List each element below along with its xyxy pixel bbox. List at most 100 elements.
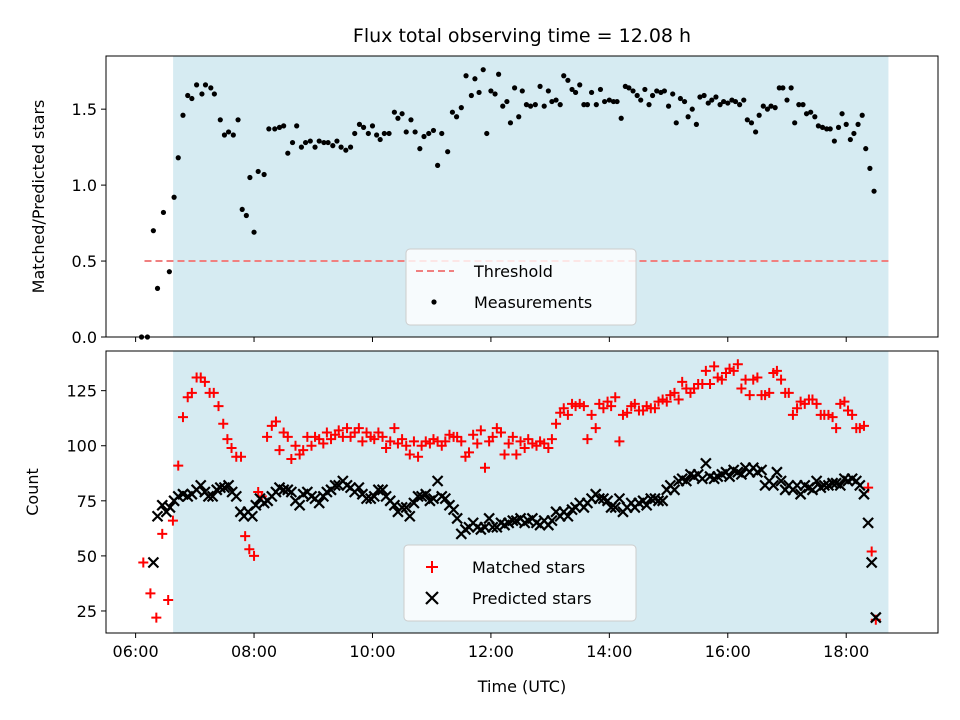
matched-stars-point: [858, 420, 869, 431]
measurement-point: [634, 92, 640, 99]
measurement-point: [776, 85, 782, 91]
matched-stars-point: [744, 390, 755, 401]
matched-stars-point: [669, 387, 680, 398]
measurement-point: [255, 168, 261, 175]
measurement-point: [541, 103, 547, 109]
matched-stars-point: [606, 401, 617, 412]
matched-stars-point: [218, 418, 229, 429]
measurement-point: [399, 111, 405, 117]
measurement-point: [504, 98, 510, 105]
predicted-stars-point: [419, 488, 432, 500]
measurement-point: [784, 97, 790, 103]
matched-stars-point: [404, 449, 415, 460]
top-panel-ratio: 0.0 0.5 1.0 1.5 Matched/Predicted stars Thres…: [29, 55, 939, 347]
top-ytick-label: 0.0: [72, 328, 97, 347]
measurement-point: [369, 123, 376, 129]
matched-stars-point: [673, 394, 684, 405]
measurement-point: [307, 138, 313, 144]
predicted-stars-point: [700, 457, 712, 470]
matched-stars-point: [736, 383, 747, 394]
matched-stars-point: [847, 409, 858, 420]
measurement-point: [500, 103, 506, 109]
predicted-stars-point: [858, 488, 870, 500]
matched-stars-point: [649, 403, 660, 414]
bottom-series-1: [147, 457, 882, 624]
measurement-point: [449, 109, 456, 115]
matched-stars-point: [562, 409, 573, 420]
measurement-point: [721, 98, 727, 105]
bottom-legend-label: Matched stars: [472, 558, 585, 577]
matched-stars-point: [333, 425, 344, 436]
matched-stars-point: [353, 423, 364, 434]
measurement-point: [827, 126, 833, 132]
predicted-stars-point: [451, 512, 463, 525]
predicted-stars-point: [605, 501, 617, 514]
matched-stars-point: [827, 412, 838, 423]
predicted-stars-point: [723, 470, 736, 483]
top-ytick-label: 1.0: [72, 176, 97, 195]
predicted-stars-point: [656, 495, 669, 507]
measurement-point: [638, 97, 644, 103]
matched-stars-point: [709, 361, 720, 372]
predicted-stars-point: [431, 475, 444, 487]
matched-stars-point: [629, 398, 640, 409]
measurement-point: [597, 86, 604, 93]
measurement-point: [851, 130, 857, 137]
predicted-stars-point: [230, 490, 243, 503]
predicted-stars-point: [870, 611, 882, 624]
measurement-point: [768, 103, 774, 109]
measurement-point: [312, 144, 318, 150]
measurement-point: [484, 130, 490, 137]
measurement-point: [294, 123, 300, 129]
predicted-stars-point: [609, 501, 622, 514]
measurement-point: [803, 111, 810, 117]
matched-stars-point: [598, 403, 609, 414]
measurement-point: [221, 132, 228, 138]
measurement-point: [488, 88, 494, 94]
matched-stars-point: [515, 436, 526, 447]
measurement-point: [356, 121, 363, 127]
matched-stars-point: [499, 449, 510, 460]
matched-stars-point: [783, 387, 794, 398]
matched-stars-point: [163, 594, 174, 605]
measurement-point: [815, 123, 821, 129]
matched-stars-point: [764, 387, 775, 398]
bottom-xlabel: Time (UTC): [477, 677, 566, 696]
predicted-stars-point: [680, 475, 693, 487]
matched-stars-point: [145, 588, 156, 599]
measurement-point: [593, 102, 599, 108]
measurement-point: [737, 102, 743, 108]
measurement-point: [681, 98, 688, 105]
measurement-point: [732, 98, 739, 105]
bottom-ytick-label: 25: [77, 602, 97, 621]
matched-stars-point: [173, 460, 184, 471]
measurement-point: [166, 269, 172, 275]
measurement-point: [569, 86, 575, 93]
predicted-stars-point: [376, 484, 389, 496]
predicted-stars-point: [368, 490, 381, 503]
matched-stars-point: [270, 416, 281, 427]
matched-stars-point: [157, 528, 168, 539]
matched-stars-point: [543, 442, 554, 453]
measurement-point: [445, 149, 451, 155]
measurement-point: [395, 115, 401, 121]
predicted-stars-point: [214, 481, 227, 494]
measurement-point: [391, 109, 397, 115]
measurement-point: [572, 89, 579, 96]
bottom-axes-frame: [105, 350, 939, 634]
measurement-point: [753, 129, 759, 135]
measurement-point: [377, 136, 383, 143]
matched-stars-point: [186, 387, 197, 398]
measurement-point: [871, 188, 877, 194]
measurement-point: [646, 102, 652, 108]
measurement-point: [476, 89, 482, 96]
measurement-point: [835, 124, 842, 130]
measurement-point: [610, 98, 617, 105]
predicted-stars-point: [771, 466, 783, 478]
measurement-point: [507, 120, 514, 126]
measurement-point: [430, 127, 437, 134]
top-legend-label: Threshold: [473, 262, 553, 281]
measurement-point: [217, 117, 223, 123]
matched-stars-point: [614, 436, 625, 447]
matched-stars-point: [306, 440, 317, 451]
